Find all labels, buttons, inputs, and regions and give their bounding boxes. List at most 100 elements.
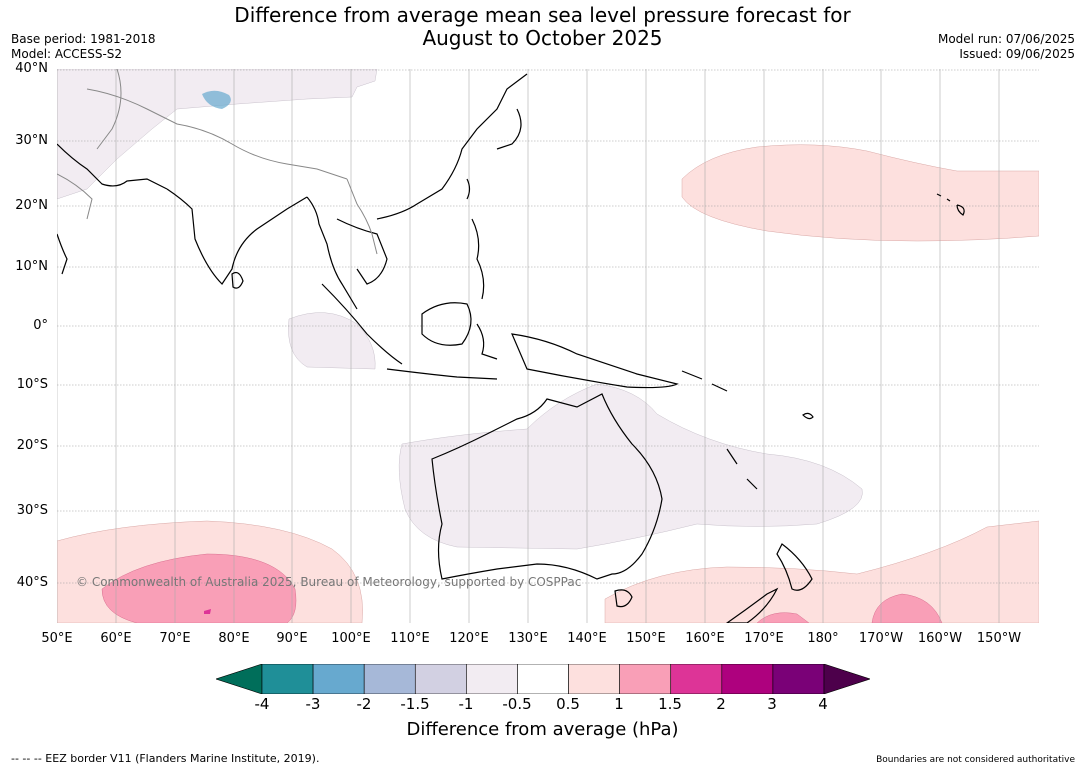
- lat-label-20s: 20°S: [16, 438, 48, 453]
- colorbar-tick: -1.5: [400, 695, 430, 713]
- lat-label-20n: 20°N: [15, 198, 48, 213]
- colorbar-extend-low: [216, 664, 263, 694]
- lon-label-170e: 170°E: [744, 631, 784, 646]
- coast-new-zealand-south: [725, 587, 779, 623]
- copyright-notice: © Commonwealth of Australia 2025, Bureau…: [76, 575, 582, 589]
- lon-label-160w: 160°W: [917, 631, 963, 646]
- anomaly-negative-australia: [398, 383, 863, 550]
- coast-sumatra: [321, 283, 403, 365]
- anomaly-negative-central-asia: [57, 69, 378, 200]
- coast-new-guinea: [511, 333, 679, 389]
- coast-fiji: [802, 412, 814, 420]
- lon-label-60e: 60°E: [100, 631, 132, 646]
- coast-japan: [496, 108, 522, 150]
- border-mainland-southeast-asia: [346, 178, 378, 255]
- colorbar-swatch: [619, 664, 672, 694]
- anomaly-positive-tasman-sea: [604, 520, 1039, 623]
- colorbar-tick: 1: [614, 695, 624, 713]
- coast-philippines: [471, 218, 485, 300]
- anomaly-negative-indian-ocean: [288, 312, 376, 370]
- colorbar-swatch: [670, 664, 723, 694]
- lat-label-40n: 40°N: [15, 61, 48, 76]
- pressure-anomaly-map: [57, 69, 1039, 623]
- lon-label-140e: 140°E: [567, 631, 607, 646]
- issued-date: Issued: 09/06/2025: [959, 47, 1075, 61]
- border-middle-east: [57, 173, 93, 220]
- anomaly-fills: [57, 69, 1039, 623]
- lon-label-170w: 170°W: [858, 631, 904, 646]
- lon-label-160e: 160°E: [685, 631, 725, 646]
- model-run: Model run: 07/06/2025: [937, 32, 1075, 46]
- coast-arabia-persia: [57, 143, 168, 190]
- lon-label-100e: 100°E: [331, 631, 371, 646]
- coast-india: [166, 188, 308, 285]
- colorbar-tick: -4: [254, 695, 270, 713]
- coast-tasmania: [614, 589, 633, 608]
- coast-vanuatu-new-caledonia: [726, 448, 758, 490]
- base-period: Base period: 1981-2018: [11, 32, 156, 46]
- coast-arabian-sea: [57, 233, 68, 275]
- coast-taiwan: [466, 178, 471, 200]
- lon-label-150e: 150°E: [626, 631, 666, 646]
- lon-label-90e: 90°E: [276, 631, 308, 646]
- colorbar-tick: -1: [458, 695, 474, 713]
- lon-label-150w: 150°W: [976, 631, 1022, 646]
- lat-label-40s: 40°S: [16, 575, 48, 590]
- colorbar-swatch: [312, 664, 365, 694]
- colorbar-swatch: [721, 664, 774, 694]
- coast-indochina: [336, 218, 388, 285]
- lon-label-120e: 120°E: [449, 631, 489, 646]
- title-line-2: August to October 2025: [422, 26, 663, 50]
- lat-label-30s: 30°S: [16, 503, 48, 518]
- coast-australia: [431, 393, 663, 580]
- anomaly-strong-negative-tibet: [202, 90, 231, 109]
- anomaly-moderate-new-zealand: [756, 612, 810, 623]
- lon-label-50e: 50°E: [41, 631, 73, 646]
- lon-label-80e: 80°E: [218, 631, 250, 646]
- colorbar-swatch: [466, 664, 518, 694]
- coast-solomon-islands: [681, 370, 728, 392]
- colorbar-tick: 2: [716, 695, 726, 713]
- colorbar-swatch: [414, 664, 467, 694]
- meridians: [57, 69, 1000, 623]
- lat-label-0: 0°: [33, 318, 48, 333]
- colorbar-swatch: [568, 664, 620, 694]
- colorbar-tick: -3: [305, 695, 321, 713]
- anomaly-moderate-south-indian-ocean: [101, 553, 297, 623]
- coast-sri-lanka: [231, 271, 244, 289]
- coast-java: [386, 368, 498, 380]
- borders: [57, 69, 378, 255]
- lon-label-130e: 130°E: [508, 631, 548, 646]
- chart-title: Difference from average mean sea level p…: [0, 4, 1085, 50]
- colorbar-tick: 0.5: [556, 695, 580, 713]
- colorbar: [216, 664, 870, 694]
- anomaly-strong-positive-spot: [204, 609, 211, 614]
- lon-label-70e: 70°E: [159, 631, 191, 646]
- anomaly-positive-north-pacific: [681, 144, 1039, 242]
- colorbar-extend-high: [823, 664, 870, 694]
- eez-footnote: -- -- -- EEZ border V11 (Flanders Marine…: [11, 752, 320, 765]
- colorbar-title: Difference from average (hPa): [406, 719, 679, 740]
- coast-bay-of-bengal: [306, 196, 358, 310]
- anomaly-moderate-tasman-sea: [871, 593, 943, 623]
- meta-right: Model run: 07/06/2025 Issued: 09/06/2025: [938, 32, 1075, 62]
- coast-hawaii: [936, 193, 965, 216]
- colorbar-tick: 4: [818, 695, 828, 713]
- lon-label-180: 180°: [807, 631, 839, 646]
- coast-new-zealand-north: [776, 543, 813, 591]
- boundaries-disclaimer: Boundaries are not considered authoritat…: [876, 755, 1075, 765]
- colorbar-tick: -0.5: [502, 695, 532, 713]
- border-central-asia: [96, 69, 122, 150]
- meta-left: Base period: 1981-2018 Model: ACCESS-S2: [11, 32, 156, 62]
- lon-label-110e: 110°E: [390, 631, 430, 646]
- coast-sulawesi: [476, 323, 498, 360]
- lat-label-10s: 10°S: [16, 377, 48, 392]
- model-name: Model: ACCESS-S2: [11, 47, 123, 61]
- colorbar-swatch: [517, 664, 569, 694]
- coast-china: [376, 73, 528, 220]
- colorbar-tick: -2: [356, 695, 372, 713]
- coast-borneo: [421, 302, 472, 346]
- colorbar-swatches: [216, 664, 870, 694]
- lat-label-10n: 10°N: [15, 259, 48, 274]
- coastlines: [57, 73, 965, 623]
